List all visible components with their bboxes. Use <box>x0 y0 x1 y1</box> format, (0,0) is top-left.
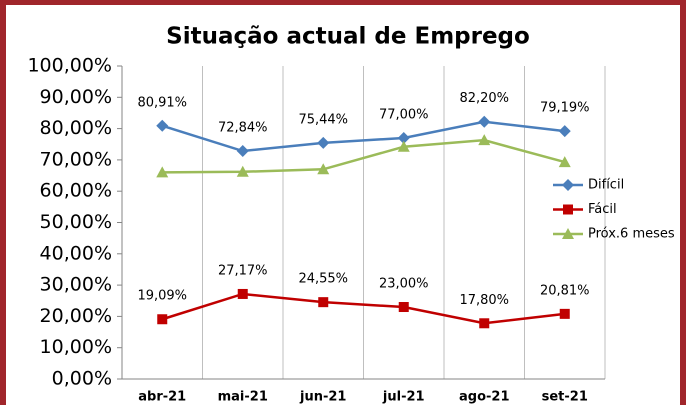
data-label: 17,80% <box>459 293 509 308</box>
series-line <box>161 292 565 325</box>
y-tick-label: 40,00% <box>40 242 112 264</box>
data-label: 79,19% <box>540 101 590 116</box>
y-tick-label: 70,00% <box>40 148 112 170</box>
x-tick-label: mai-21 <box>218 390 268 405</box>
x-tick-label: ago-21 <box>459 390 510 405</box>
data-point <box>398 302 409 313</box>
data-point <box>559 308 570 319</box>
data-point <box>478 134 491 146</box>
data-point <box>237 288 248 299</box>
data-point <box>558 156 571 168</box>
data-label: 19,09% <box>137 289 187 304</box>
data-point <box>397 131 410 144</box>
frame-left <box>0 0 6 405</box>
legend-label: Fácil <box>588 202 617 217</box>
legend-marker <box>562 228 574 239</box>
data-point <box>157 314 168 325</box>
y-tick-label: 50,00% <box>40 211 112 233</box>
series-line <box>161 120 565 153</box>
data-point <box>318 297 329 308</box>
y-tick-label: 10,00% <box>40 336 112 358</box>
frame-top <box>0 0 686 5</box>
y-tick-label: 80,00% <box>40 117 112 139</box>
data-point <box>156 166 169 178</box>
data-label: 23,00% <box>379 277 429 292</box>
data-label: 20,81% <box>540 283 590 298</box>
data-point <box>397 140 410 152</box>
legend-label: Próx.6 meses <box>588 227 675 242</box>
data-point <box>317 163 330 175</box>
chart-title: Situação actual de Emprego <box>166 24 530 50</box>
legend-marker <box>562 179 574 191</box>
data-point <box>156 119 169 132</box>
data-label: 24,55% <box>298 272 348 287</box>
y-tick-label: 100,00% <box>27 55 112 77</box>
y-tick-label: 90,00% <box>40 86 112 108</box>
y-tick-label: 60,00% <box>40 180 112 202</box>
data-point <box>317 136 330 149</box>
data-point <box>479 318 490 329</box>
y-tick-label: 20,00% <box>40 305 112 327</box>
data-label: 72,84% <box>218 121 268 136</box>
x-tick-label: jun-21 <box>299 390 346 405</box>
data-point <box>236 165 249 177</box>
x-tick-label: set-21 <box>542 390 588 405</box>
data-label: 80,91% <box>137 95 187 110</box>
series-line <box>162 138 566 174</box>
legend-marker <box>563 204 573 215</box>
x-tick-label: abr-21 <box>138 390 186 405</box>
data-label: 75,44% <box>298 112 348 127</box>
data-label: 77,00% <box>379 107 429 122</box>
data-point <box>478 115 491 128</box>
y-tick-label: 30,00% <box>40 274 112 296</box>
data-point <box>236 145 249 158</box>
data-point <box>558 125 571 138</box>
x-tick-label: jul-21 <box>382 390 425 405</box>
y-tick-label: 0,00% <box>52 368 112 390</box>
data-label: 82,20% <box>459 91 509 106</box>
legend-label: Difícil <box>588 178 624 193</box>
data-label: 27,17% <box>218 263 268 278</box>
frame-right <box>680 0 686 405</box>
